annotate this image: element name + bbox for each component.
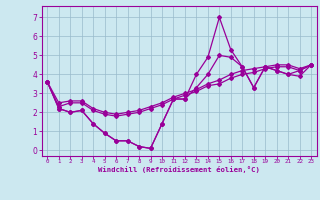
X-axis label: Windchill (Refroidissement éolien,°C): Windchill (Refroidissement éolien,°C)	[98, 166, 260, 173]
